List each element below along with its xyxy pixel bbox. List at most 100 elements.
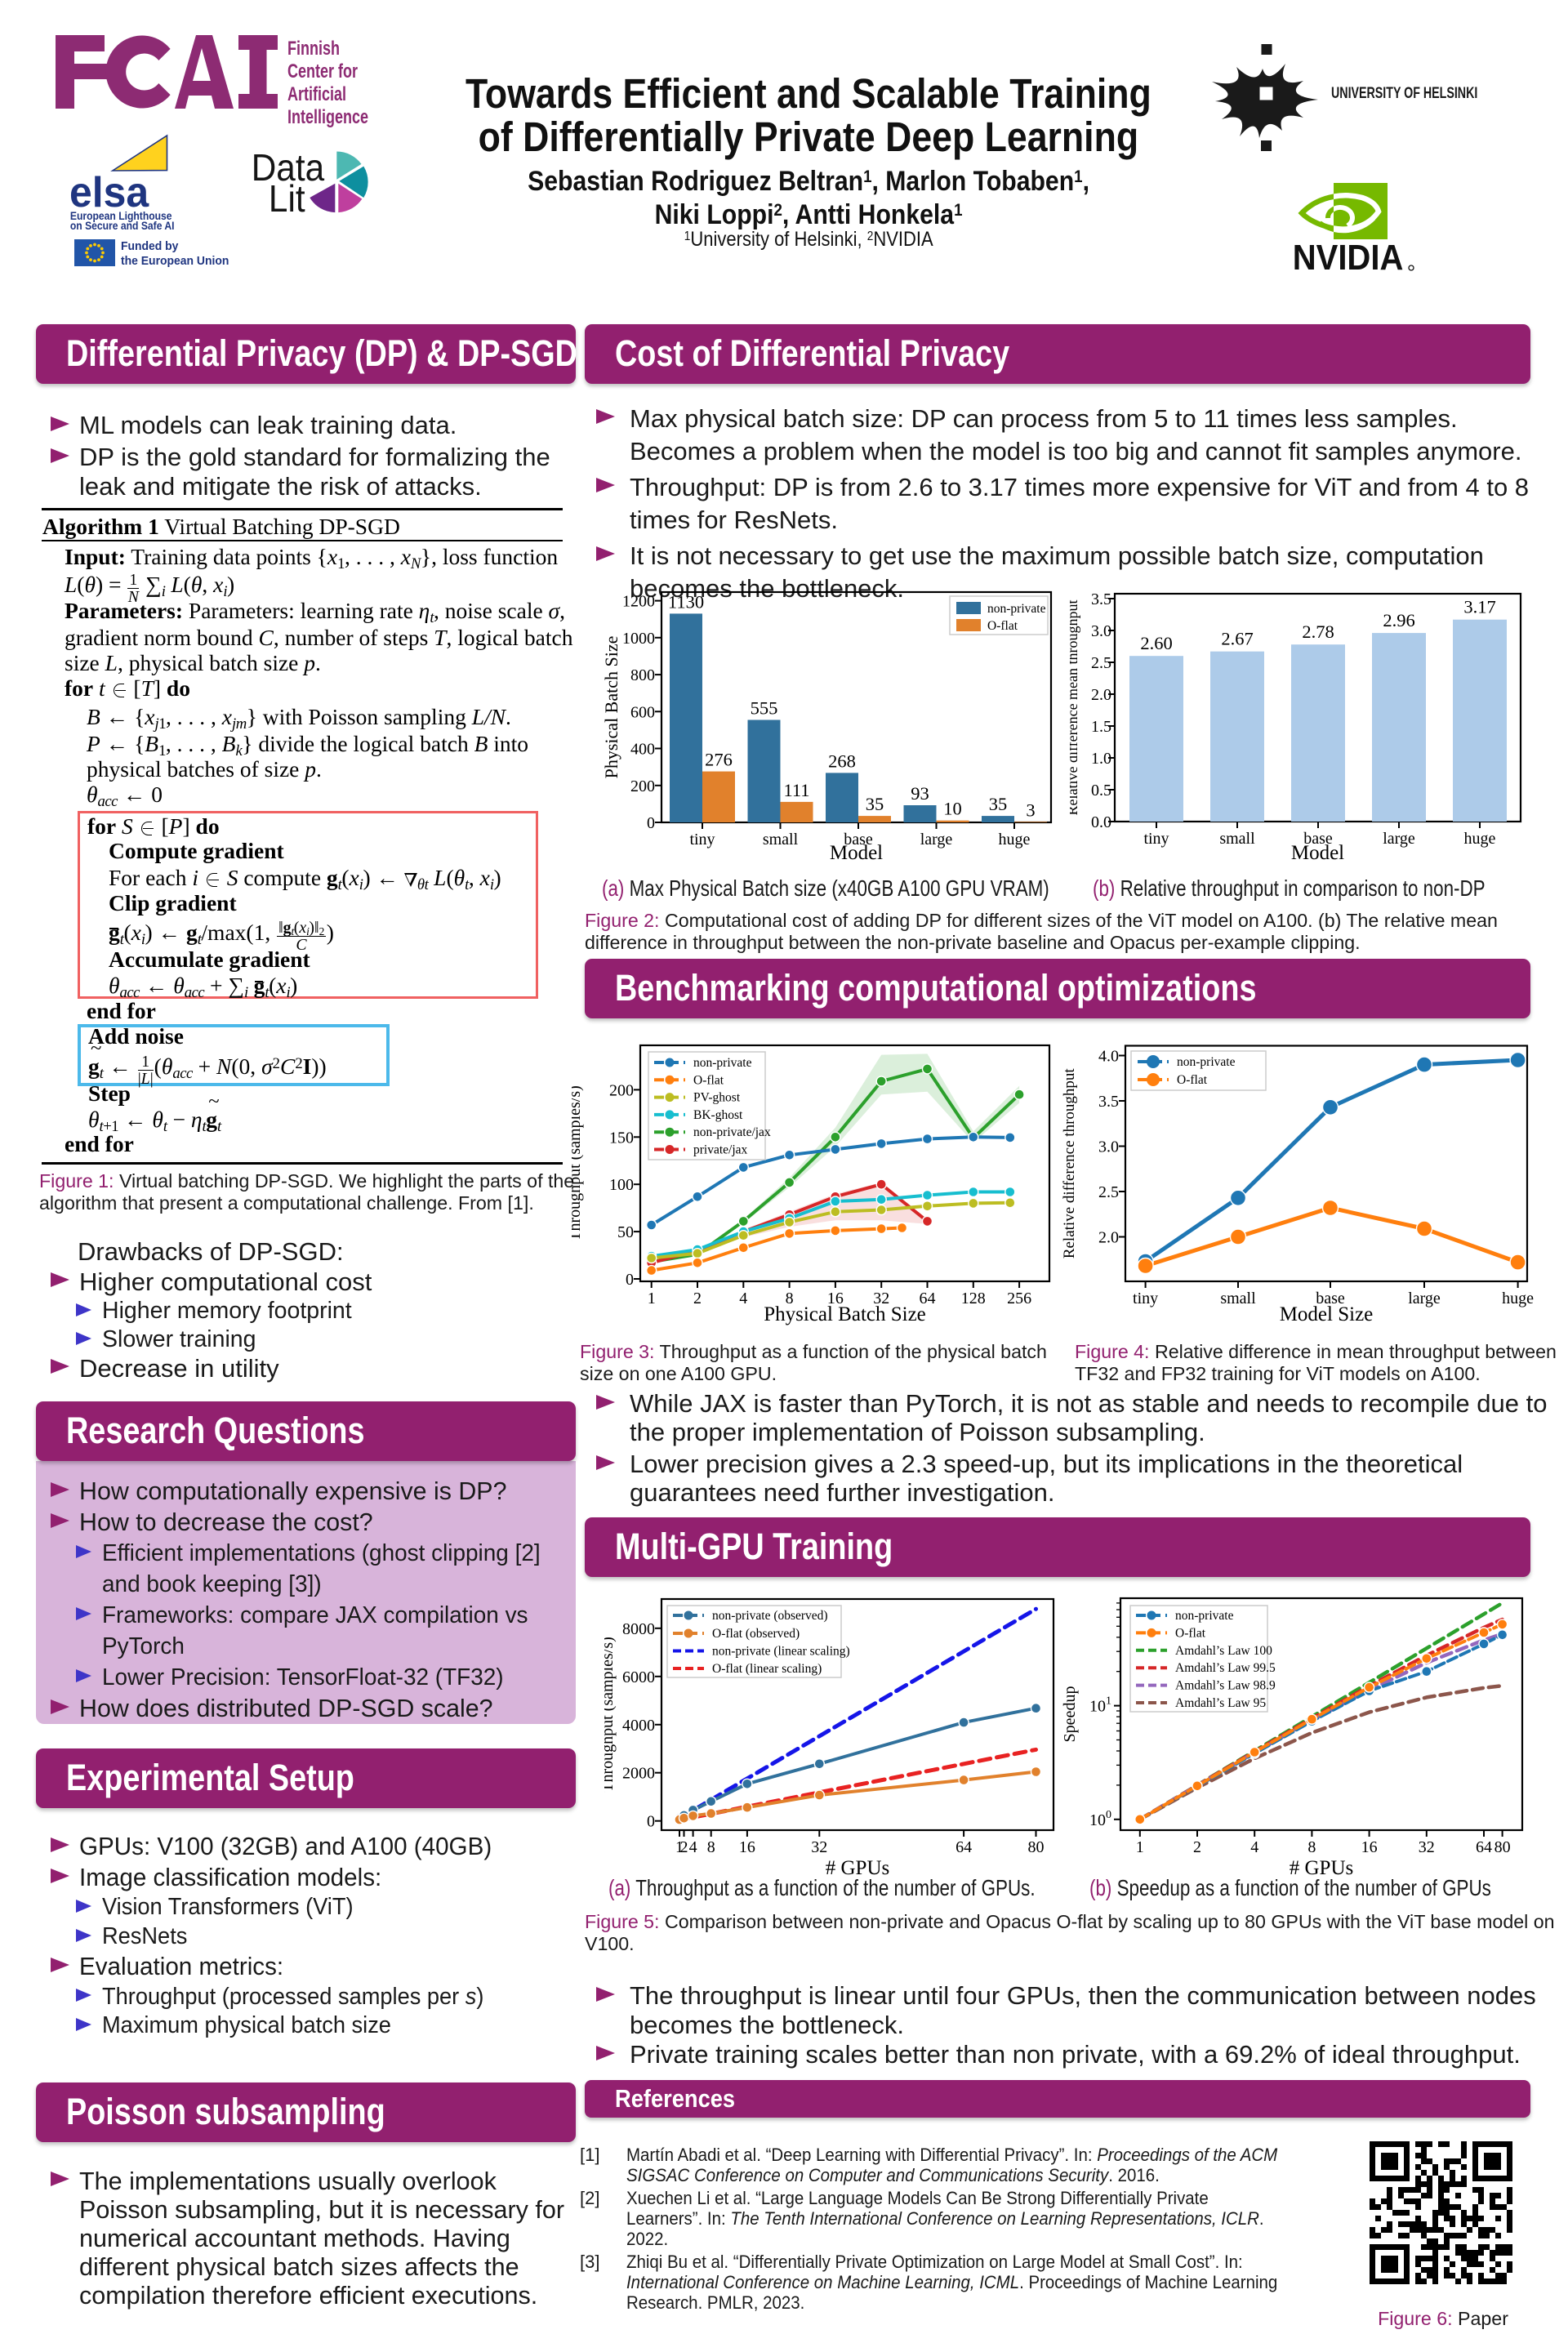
svg-text:small: small — [763, 831, 799, 849]
svg-text:Model: Model — [830, 842, 883, 864]
svg-text:80: 80 — [1494, 1838, 1511, 1856]
svg-text:large: large — [1408, 1290, 1441, 1307]
svg-text:10: 10 — [943, 799, 962, 819]
svg-text:huge: huge — [1464, 830, 1496, 848]
svg-text:Model Size: Model Size — [1280, 1303, 1374, 1325]
svg-text:32: 32 — [811, 1838, 827, 1856]
svg-text:50: 50 — [617, 1223, 634, 1241]
svg-text:8: 8 — [786, 1290, 794, 1307]
svg-text:6000: 6000 — [622, 1668, 655, 1686]
svg-text:O-flat: O-flat — [1177, 1073, 1208, 1087]
svg-text:1130: 1130 — [668, 591, 704, 612]
svg-text:Amdahl’s Law 98.9: Amdahl’s Law 98.9 — [1175, 1679, 1276, 1693]
svg-text:93: 93 — [911, 783, 929, 804]
svg-text:PV-ghost: PV-ghost — [693, 1091, 741, 1105]
svg-text:Speedup: Speedup — [1062, 1686, 1079, 1743]
svg-text:1000: 1000 — [622, 630, 655, 648]
svg-text:800: 800 — [630, 666, 655, 684]
svg-text:2.67: 2.67 — [1221, 629, 1253, 649]
svg-text:1.0: 1.0 — [1091, 750, 1111, 768]
svg-text:2.60: 2.60 — [1140, 633, 1172, 653]
svg-text:1: 1 — [675, 1838, 684, 1856]
svg-text:111: 111 — [783, 780, 809, 800]
svg-text:128: 128 — [961, 1290, 986, 1307]
svg-text:base: base — [1316, 1290, 1345, 1307]
svg-text:100: 100 — [609, 1176, 634, 1194]
svg-text:256: 256 — [1007, 1290, 1031, 1307]
svg-text:150: 150 — [609, 1129, 634, 1147]
svg-text:3.5: 3.5 — [1098, 1093, 1119, 1111]
svg-text:64: 64 — [1476, 1838, 1492, 1856]
svg-text:Relative difference throughput: Relative difference throughput — [1062, 1068, 1078, 1259]
svg-text:huge: huge — [999, 831, 1031, 849]
svg-text:2: 2 — [693, 1290, 702, 1307]
svg-text:2.78: 2.78 — [1302, 621, 1334, 642]
svg-text:large: large — [1383, 830, 1415, 848]
svg-text:32: 32 — [1419, 1838, 1435, 1856]
svg-text:# GPUs: # GPUs — [1290, 1857, 1354, 1879]
svg-text:O-flat: O-flat — [1175, 1626, 1206, 1640]
svg-text:4: 4 — [689, 1838, 697, 1856]
svg-text:600: 600 — [630, 703, 655, 721]
svg-text:the European Union: the European Union — [121, 255, 229, 267]
svg-text:0: 0 — [647, 1813, 655, 1831]
svg-text:3.0: 3.0 — [1098, 1138, 1119, 1156]
svg-text:O-flat: O-flat — [987, 619, 1018, 633]
svg-text:non-private: non-private — [987, 602, 1046, 616]
svg-text:200: 200 — [630, 777, 655, 795]
svg-text:3.17: 3.17 — [1463, 597, 1495, 617]
svg-text:base: base — [844, 831, 873, 849]
svg-text:tiny: tiny — [1133, 1290, 1158, 1307]
svg-text:2.0: 2.0 — [1091, 686, 1111, 704]
svg-text:Throughput (samples/s): Throughput (samples/s) — [572, 1085, 584, 1241]
svg-text:Lit: Lit — [269, 178, 305, 216]
svg-text:non-private/jax: non-private/jax — [693, 1125, 771, 1139]
svg-text:101: 101 — [1089, 1695, 1111, 1716]
svg-text:4.0: 4.0 — [1098, 1048, 1119, 1066]
svg-text:1: 1 — [1136, 1838, 1144, 1856]
svg-text:3: 3 — [1026, 800, 1035, 820]
svg-text:UNIVERSITY OF HELSINKI: UNIVERSITY OF HELSINKI — [1331, 84, 1477, 101]
svg-text:2: 2 — [1193, 1838, 1201, 1856]
svg-text:4: 4 — [739, 1290, 747, 1307]
svg-text:non-private: non-private — [1175, 1609, 1234, 1623]
svg-text:NVIDIA: NVIDIA — [1293, 237, 1404, 277]
svg-text:4000: 4000 — [622, 1717, 655, 1735]
svg-text:O-flat: O-flat — [693, 1073, 724, 1087]
svg-text:16: 16 — [739, 1838, 755, 1856]
svg-text:small: small — [1219, 830, 1255, 848]
svg-text:European Lighthouse: European Lighthouse — [70, 209, 172, 222]
svg-text:Amdahl’s Law 95: Amdahl’s Law 95 — [1175, 1696, 1266, 1710]
svg-text:2.5: 2.5 — [1091, 654, 1111, 672]
svg-text:Amdahl’s Law 100: Amdahl’s Law 100 — [1175, 1644, 1272, 1658]
svg-text:huge: huge — [1502, 1290, 1534, 1307]
svg-text:100: 100 — [1089, 1809, 1111, 1829]
svg-text:3.0: 3.0 — [1091, 622, 1111, 640]
svg-text:0: 0 — [626, 1271, 634, 1289]
svg-text:64: 64 — [920, 1290, 936, 1307]
svg-text:1: 1 — [648, 1290, 656, 1307]
svg-text:O-flat (linear scaling): O-flat (linear scaling) — [712, 1662, 822, 1676]
svg-text:O-flat (observed): O-flat (observed) — [712, 1627, 800, 1641]
svg-text:64: 64 — [956, 1838, 972, 1856]
svg-text:Relative difference mean throu: Relative difference mean throughput — [1070, 599, 1080, 815]
svg-text:400: 400 — [630, 741, 655, 759]
svg-text:35: 35 — [866, 794, 884, 814]
svg-text:200: 200 — [609, 1081, 634, 1099]
svg-text:80: 80 — [1028, 1838, 1045, 1856]
svg-text:16: 16 — [827, 1290, 844, 1307]
svg-text:Data: Data — [252, 147, 325, 189]
svg-text:0.0: 0.0 — [1091, 813, 1111, 831]
svg-text:8: 8 — [707, 1838, 715, 1856]
svg-text:3.5: 3.5 — [1091, 590, 1111, 608]
svg-text:on Secure and Safe AI: on Secure and Safe AI — [70, 219, 175, 232]
svg-text:2.96: 2.96 — [1383, 610, 1414, 630]
svg-text:large: large — [920, 831, 953, 849]
svg-text:base: base — [1303, 830, 1333, 848]
svg-text:BK-ghost: BK-ghost — [693, 1108, 743, 1122]
svg-text:1.5: 1.5 — [1091, 718, 1111, 736]
svg-text:276: 276 — [705, 750, 733, 770]
svg-text:Funded by: Funded by — [121, 240, 178, 254]
svg-text:Physical Batch Size: Physical Batch Size — [764, 1303, 926, 1325]
svg-text:8000: 8000 — [622, 1620, 655, 1638]
